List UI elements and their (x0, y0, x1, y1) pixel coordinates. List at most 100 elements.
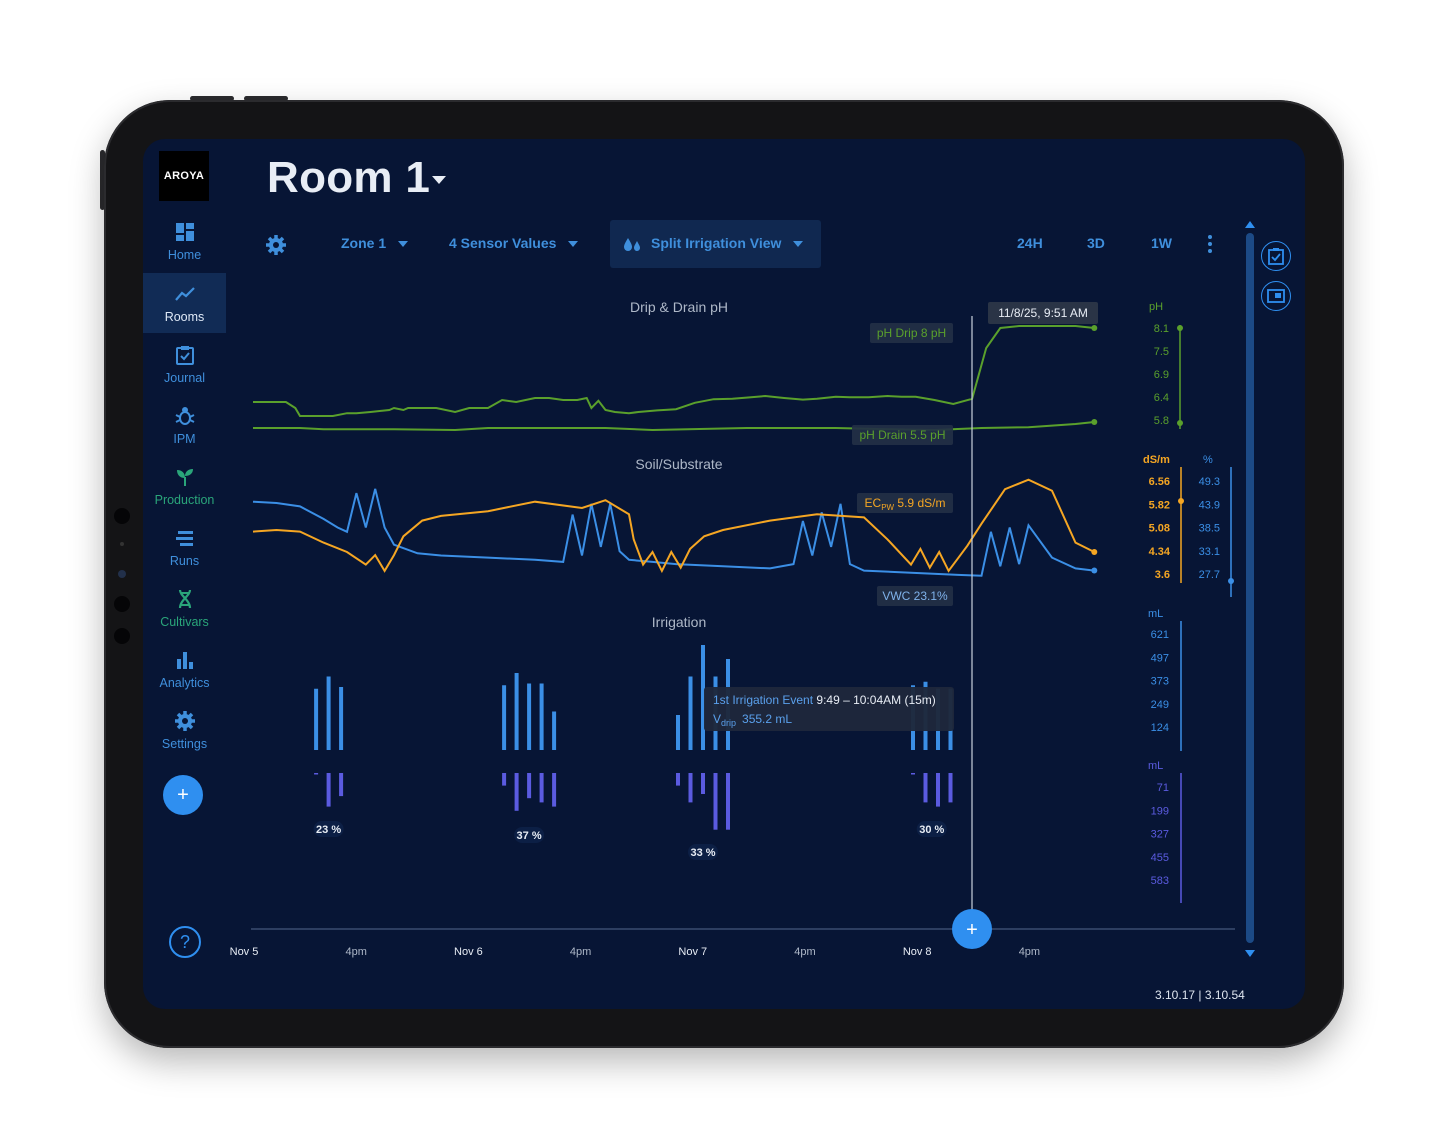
callout-bg (857, 493, 953, 513)
drain-bar (688, 773, 693, 803)
callout-text-part: pH Drain 5.5 pH (859, 428, 945, 442)
drain-bar (713, 773, 718, 830)
drain-tick-label: 327 (1151, 829, 1169, 841)
split-irrigation-view-dropdown[interactable]: Split Irrigation View (610, 220, 821, 268)
nav-runs-label: Runs (169, 554, 200, 568)
sensor-values-dropdown[interactable]: 4 Sensor Values (449, 235, 579, 251)
bug-icon (175, 407, 195, 425)
chevron-down-icon (398, 241, 409, 248)
drain-bar (936, 773, 940, 807)
picture-in-picture-icon (1267, 289, 1285, 303)
page-title[interactable]: Room 1 (267, 153, 431, 202)
ph-axis-marker (1177, 325, 1183, 331)
ph-tick-label: 8.1 (1154, 323, 1169, 335)
percent-badge (313, 821, 344, 837)
tooltip-line-1: 1st Irrigation Event 9:49 – 10:04AM (15m… (713, 693, 936, 707)
add-event-button[interactable] (952, 909, 992, 949)
nav-settings-label: Settings (161, 737, 208, 751)
drain-bar (514, 773, 519, 811)
ec-tick-label: 5.08 (1149, 523, 1170, 535)
callout-bg (870, 323, 953, 343)
callout-text: pH Drain 5.5 pH (859, 428, 945, 442)
sensor-chart[interactable]: Drip & Drain pH Soil/Substrate Irrigatio… (143, 139, 1305, 1009)
chart-title-ph: Drip & Drain pH (630, 299, 728, 315)
scrollbar[interactable] (1244, 219, 1256, 959)
cursor-timestamp: 11/8/25, 9:51 AM (998, 306, 1088, 320)
drain-tick-label: 199 (1151, 805, 1169, 817)
clipboard-check-icon (176, 346, 194, 365)
drain-bar (326, 773, 331, 807)
device-top-button (190, 96, 234, 101)
nav-rooms-label: Rooms (164, 310, 205, 324)
nav-settings[interactable]: Settings (143, 700, 226, 760)
drain-axis-label: mL (1148, 760, 1163, 772)
chevron-down-icon[interactable] (432, 176, 446, 184)
drain-bar (552, 773, 557, 807)
percent-label: 30 % (919, 824, 944, 836)
zone-dropdown[interactable]: Zone 1 (341, 235, 409, 251)
drip-bar (539, 683, 544, 750)
x-tick-label: 4pm (794, 946, 815, 958)
camera-dot (114, 508, 130, 524)
tooltip-vdrip-value: 355.2 mL (742, 712, 792, 726)
camera-dot (118, 570, 126, 578)
tooltip-vdrip-sub: drip (721, 718, 736, 728)
nav-ipm[interactable]: IPM (143, 395, 226, 455)
percent-label: 33 % (690, 847, 715, 859)
nav-rooms[interactable]: Rooms (143, 273, 226, 333)
percent-badge (916, 821, 947, 837)
ph-tick-label: 6.9 (1154, 369, 1169, 381)
add-button[interactable]: + (163, 775, 203, 815)
zone-dropdown-label: Zone 1 (341, 235, 387, 251)
help-icon[interactable]: ? (169, 926, 201, 958)
drain-bar (314, 773, 319, 775)
range-1w-button[interactable]: 1W (1151, 235, 1172, 251)
callout-text: ECPW 5.9 dS/m (865, 496, 946, 512)
more-vertical-icon[interactable] (1205, 234, 1215, 254)
nav-production[interactable]: Production (143, 456, 226, 516)
drain-bar (911, 773, 915, 775)
dna-icon (178, 589, 192, 609)
device-top-button (244, 96, 288, 101)
view-label: Split Irrigation View (651, 235, 782, 251)
irrigation-day: 33 % (676, 645, 730, 860)
callout-text-part: 5.9 dS/m (894, 496, 945, 510)
callout-vwc: VWC 23.1% (877, 586, 953, 606)
irrigation-axis: mL mL 621 71 497 199 373 327 249 455 124 583 (1148, 608, 1182, 903)
journal-shortcut-button[interactable] (1261, 241, 1291, 271)
range-24h-button[interactable]: 24H (1017, 235, 1043, 251)
camera-dot (114, 628, 130, 644)
nav-home[interactable]: Home (143, 211, 226, 271)
series-end-marker (1091, 567, 1098, 574)
series-line-ec (252, 478, 1095, 574)
vwc-tick-label: 33.1 (1199, 546, 1220, 558)
nav-cultivars[interactable]: Cultivars (143, 578, 226, 638)
drip-bar (676, 715, 680, 750)
nav-journal[interactable]: Journal (143, 334, 226, 394)
tooltip-event: 1st Irrigation Event (713, 693, 816, 707)
drain-tick-label: 455 (1151, 852, 1169, 864)
runs-icon (176, 531, 193, 546)
picture-in-picture-button[interactable] (1261, 281, 1291, 311)
x-tick-label: 4pm (345, 946, 366, 958)
percent-label: 23 % (316, 824, 341, 836)
nav-home-label: Home (167, 248, 202, 262)
ec-tick-label: 3.6 (1155, 569, 1170, 581)
vwc-axis-marker (1228, 578, 1234, 584)
drip-bar (314, 688, 319, 750)
x-tick-label: Nov 6 (454, 946, 483, 958)
trend-line-icon (175, 287, 195, 301)
water-drops-icon (624, 238, 640, 251)
ec-tick-label: 6.56 (1149, 476, 1170, 488)
vwc-tick-label: 49.3 (1199, 476, 1220, 488)
nav-runs[interactable]: Runs (143, 517, 226, 577)
soil-axis: dS/m % 6.56 49.3 5.82 43.9 5.08 38.5 4.34 33.1 3.6… (1143, 454, 1234, 597)
range-3d-button[interactable]: 3D (1087, 235, 1105, 251)
series-end-marker (1091, 419, 1098, 425)
drip-bar (527, 683, 532, 750)
nav-analytics[interactable]: Analytics (143, 639, 226, 699)
device-side-button (100, 150, 105, 210)
gear-icon[interactable] (265, 234, 287, 256)
series-line-ph-drain (253, 421, 1095, 432)
bar-chart-icon (177, 652, 193, 669)
